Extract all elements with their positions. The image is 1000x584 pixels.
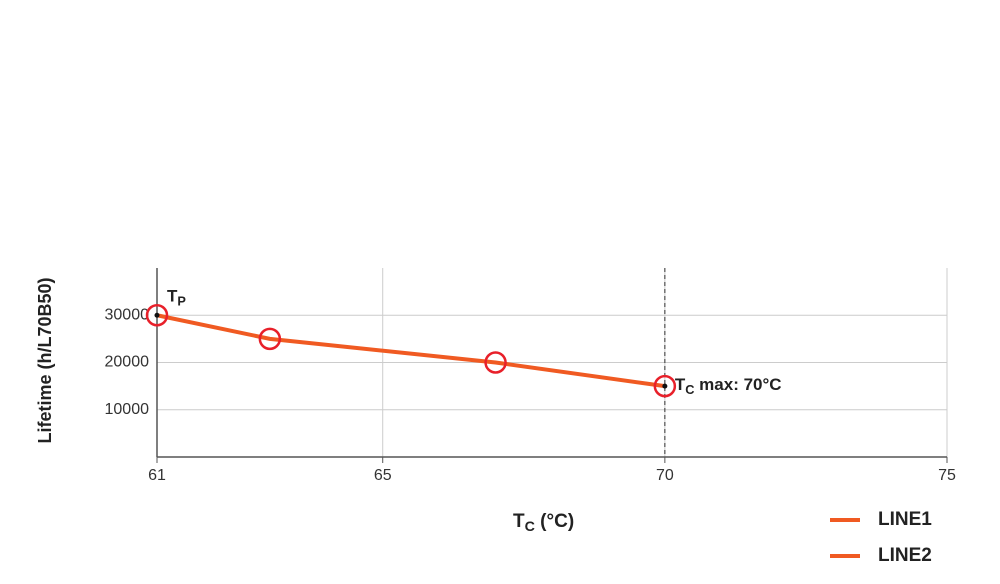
- x-axis-label-sub: C: [525, 519, 535, 535]
- y-tick-label: 10000: [105, 401, 150, 418]
- series-line: [156, 313, 666, 389]
- y-axis-label: Lifetime (h/L70B50): [35, 277, 55, 443]
- annotation-main: T: [167, 287, 178, 306]
- marker: [484, 351, 507, 374]
- y-tick-label: 30000: [105, 306, 150, 323]
- x-tick-label: 61: [148, 467, 166, 484]
- legend-label: LINE2: [878, 545, 932, 566]
- annotation-rest: max: 70°C: [694, 376, 781, 395]
- annotation-dot: [662, 383, 668, 389]
- annotation-sub: C: [685, 383, 694, 398]
- marker: [653, 374, 677, 398]
- marker: [258, 327, 282, 351]
- annotation-main: T: [675, 376, 686, 395]
- y-tick-label: 20000: [105, 354, 150, 371]
- marker: [145, 304, 169, 327]
- x-axis-label-main: T: [513, 511, 525, 532]
- annotation-dot: [154, 312, 160, 318]
- x-axis-label-rest: (°C): [535, 511, 574, 532]
- x-tick-label: 75: [938, 467, 956, 484]
- annotation-sub: P: [177, 294, 186, 309]
- legend-label: LINE1: [878, 509, 932, 530]
- annotation: TC max: 70°C: [675, 376, 782, 398]
- x-tick-label: 70: [656, 467, 674, 484]
- x-axis-label: TC (°C): [513, 511, 574, 535]
- x-tick-label: 65: [374, 467, 392, 484]
- annotation: TP: [167, 287, 186, 309]
